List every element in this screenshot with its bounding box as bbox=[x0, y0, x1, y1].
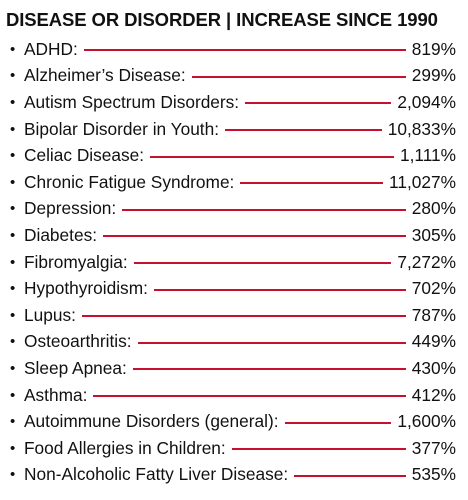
page-title: DISEASE OR DISORDER | INCREASE SINCE 199… bbox=[6, 9, 438, 30]
disease-name: Autoimmune Disorders (general): bbox=[24, 411, 279, 432]
disease-name: Diabetes: bbox=[24, 224, 98, 245]
leader-line bbox=[231, 448, 406, 451]
increase-value: 787% bbox=[411, 304, 456, 325]
bullet-icon: • bbox=[10, 439, 16, 457]
bullet-icon: • bbox=[10, 413, 16, 431]
list-item: • Depression: 280% bbox=[0, 196, 468, 223]
bullet-icon: • bbox=[10, 466, 16, 484]
disease-name: Alzheimer’s Disease: bbox=[24, 65, 186, 86]
bullet-icon: • bbox=[10, 147, 16, 165]
increase-value: 305% bbox=[411, 224, 456, 245]
disease-name: Food Allergies in Children: bbox=[24, 437, 226, 458]
list-item: • Fibromyalgia: 7,272% bbox=[0, 249, 468, 276]
bullet-icon: • bbox=[10, 280, 16, 298]
increase-value: 702% bbox=[411, 278, 456, 299]
increase-value: 299% bbox=[411, 65, 456, 86]
bullet-icon: • bbox=[10, 333, 16, 351]
leader-line bbox=[191, 75, 406, 78]
increase-value: 10,833% bbox=[387, 118, 456, 139]
increase-value: 449% bbox=[411, 331, 456, 352]
disease-name: Fibromyalgia: bbox=[24, 251, 128, 272]
bullet-icon: • bbox=[10, 200, 16, 218]
list-item: • Sleep Apnea: 430% bbox=[0, 355, 468, 382]
leader-line bbox=[284, 421, 392, 424]
list-item: • Autism Spectrum Disorders: 2,094% bbox=[0, 89, 468, 116]
increase-value: 377% bbox=[411, 437, 456, 458]
leader-line bbox=[103, 235, 406, 238]
increase-value: 412% bbox=[411, 384, 456, 405]
list-item: • Hypothyroidism: 702% bbox=[0, 275, 468, 302]
disease-name: Bipolar Disorder in Youth: bbox=[24, 118, 220, 139]
leader-line bbox=[137, 341, 406, 344]
list-item: • Osteoarthritis: 449% bbox=[0, 329, 468, 356]
leader-line bbox=[153, 288, 406, 291]
bullet-icon: • bbox=[10, 67, 16, 85]
leader-line bbox=[133, 262, 392, 265]
list-item: • Diabetes: 305% bbox=[0, 222, 468, 249]
bullet-icon: • bbox=[10, 359, 16, 377]
bullet-icon: • bbox=[10, 306, 16, 324]
leader-line bbox=[150, 155, 394, 158]
disease-name: ADHD: bbox=[24, 38, 78, 59]
list-item: • ADHD: 819% bbox=[0, 36, 468, 63]
disease-name: Sleep Apnea: bbox=[24, 357, 127, 378]
disease-name: Autism Spectrum Disorders: bbox=[24, 91, 240, 112]
increase-value: 1,600% bbox=[397, 411, 456, 432]
increase-value: 1,111% bbox=[399, 145, 456, 166]
increase-value: 430% bbox=[411, 357, 456, 378]
increase-value: 280% bbox=[411, 198, 456, 219]
list-item: • Autoimmune Disorders (general): 1,600% bbox=[0, 408, 468, 435]
disease-name: Non-Alcoholic Fatty Liver Disease: bbox=[24, 464, 289, 485]
disease-name: Lupus: bbox=[24, 304, 76, 325]
leader-line bbox=[245, 102, 392, 105]
list-item: • Non-Alcoholic Fatty Liver Disease: 535% bbox=[0, 462, 468, 489]
list-item: • Asthma: 412% bbox=[0, 382, 468, 409]
disease-name: Celiac Disease: bbox=[24, 145, 145, 166]
leader-line bbox=[240, 182, 384, 185]
bullet-icon: • bbox=[10, 93, 16, 111]
bullet-icon: • bbox=[10, 386, 16, 404]
bullet-icon: • bbox=[10, 120, 16, 138]
list-item: • Celiac Disease: 1,111% bbox=[0, 142, 468, 169]
leader-line bbox=[225, 129, 382, 132]
bullet-icon: • bbox=[10, 226, 16, 244]
disease-name: Hypothyroidism: bbox=[24, 278, 148, 299]
increase-value: 2,094% bbox=[397, 91, 456, 112]
increase-value: 535% bbox=[411, 464, 456, 485]
list-item: • Lupus: 787% bbox=[0, 302, 468, 329]
list-item: • Alzheimer’s Disease: 299% bbox=[0, 63, 468, 90]
increase-value: 819% bbox=[411, 38, 456, 59]
bullet-icon: • bbox=[10, 173, 16, 191]
leader-line bbox=[132, 368, 406, 371]
bullet-icon: • bbox=[10, 253, 16, 271]
increase-value: 7,272% bbox=[397, 251, 456, 272]
list-item: • Food Allergies in Children: 377% bbox=[0, 435, 468, 462]
disease-name: Asthma: bbox=[24, 384, 88, 405]
leader-line bbox=[93, 395, 406, 398]
disease-name: Depression: bbox=[24, 198, 117, 219]
leader-line bbox=[83, 49, 406, 52]
bullet-icon: • bbox=[10, 40, 16, 58]
list-item: • Chronic Fatigue Syndrome: 11,027% bbox=[0, 169, 468, 196]
list-item: • Bipolar Disorder in Youth: 10,833% bbox=[0, 116, 468, 143]
disease-list: • ADHD: 819% • Alzheimer’s Disease: 299% • Auti… bbox=[0, 36, 468, 488]
disease-name: Osteoarthritis: bbox=[24, 331, 132, 352]
disease-name: Chronic Fatigue Syndrome: bbox=[24, 171, 235, 192]
leader-line bbox=[294, 474, 406, 477]
leader-line bbox=[122, 208, 406, 211]
increase-value: 11,027% bbox=[389, 171, 456, 192]
leader-line bbox=[81, 315, 406, 318]
